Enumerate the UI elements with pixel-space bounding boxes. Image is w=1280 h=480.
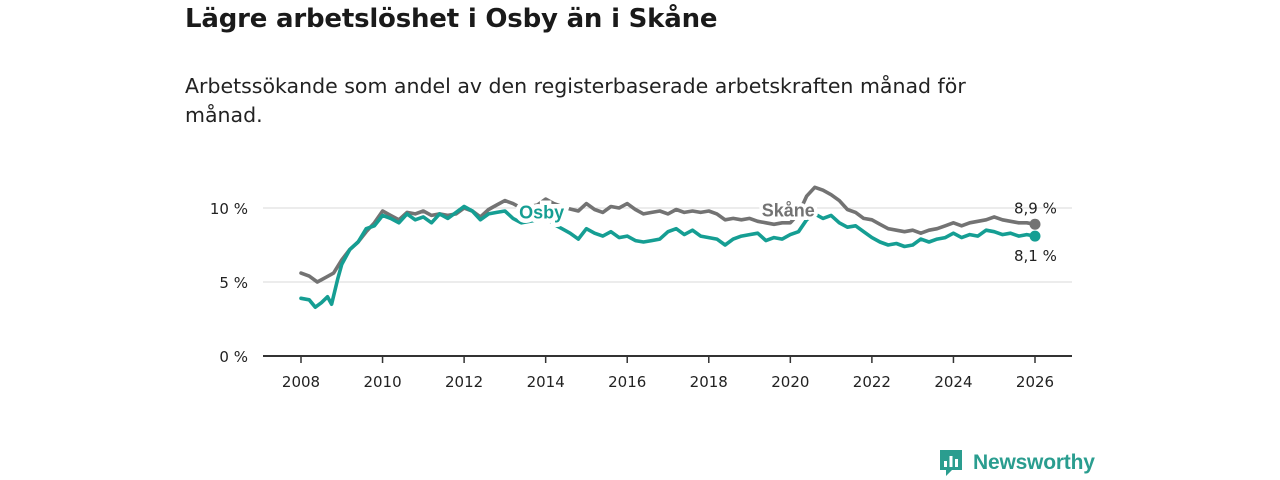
x-tick-label: 2010 [363,373,401,391]
series-label-osby: Osby [519,203,564,223]
series-label-skane: Skåne [762,200,815,220]
x-tick-label: 2012 [445,373,483,391]
x-tick-label: 2026 [1016,373,1054,391]
x-tick-label: 2016 [608,373,646,391]
y-tick-label: 0 % [219,348,248,366]
end-marker-osby [1029,230,1041,242]
newsworthy-logo[interactable]: Newsworthy [938,448,1095,478]
end-value-label-osby: 8,1 % [1014,247,1057,265]
chart-subtitle: Arbetssökande som andel av den registerb… [185,74,966,127]
x-tick-label: 2024 [934,373,972,391]
bar-chart-bubble-icon [940,450,962,476]
y-axis-ticks: 0 % 5 % 10 % [210,200,248,366]
x-tick-label: 2020 [771,373,809,391]
gridlines [263,207,1072,357]
chart-title: Lägre arbetslöshet i Osby än i Skåne [185,4,718,34]
brand-name: Newsworthy [973,451,1095,474]
end-value-label-skane: 8,9 % [1014,199,1057,217]
x-tick-label: 2018 [690,373,728,391]
series-labels: Skåne Osby 8,9 % 8,1 % [515,197,1057,265]
y-tick-label: 10 % [210,200,248,218]
series-lines [299,185,1041,309]
end-marker-skane [1029,218,1041,230]
series-line-skane [299,185,1037,284]
series-line-osby [299,204,1037,309]
x-tick-label: 2022 [853,373,891,391]
x-tick-label: 2008 [282,373,320,391]
line-chart: 0 %5 %10 % 2008 2010 2012 2014 2016 2018 2020 2… [210,185,1072,391]
x-tick-label: 2014 [527,373,565,391]
x-axis-ticks: 2008 2010 2012 2014 2016 2018 2020 2022 2024 2026 [282,356,1054,391]
y-tick-label: 5 % [219,274,248,292]
